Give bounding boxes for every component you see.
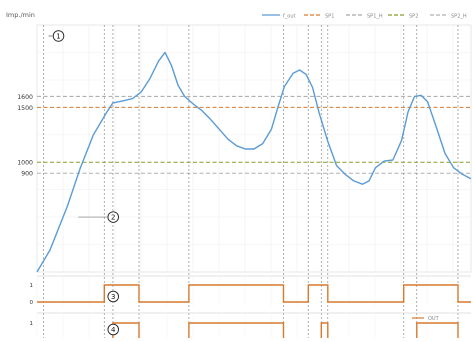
digital-series-line xyxy=(37,322,471,341)
y-tick-label: 1000 xyxy=(17,160,33,167)
callout-marker xyxy=(52,30,65,42)
callout-label: 3 xyxy=(111,293,115,301)
callout-marker xyxy=(107,323,119,336)
legend-label-1: SP1 xyxy=(325,14,334,20)
callout-label: 2 xyxy=(111,214,115,222)
digital-y-tick-label: 0 xyxy=(30,300,34,306)
digital-series-line xyxy=(37,284,471,303)
y-tick-label: 1600 xyxy=(17,94,33,101)
y-tick-label: 1500 xyxy=(17,105,33,112)
legend-label-3: SP2 xyxy=(409,14,418,20)
digital-y-tick-label: 1 xyxy=(30,321,34,327)
y-axis-label: Imp./min xyxy=(6,11,35,19)
callout-marker xyxy=(107,211,119,223)
main-plot: 900 1000 1500 1600 1 2 xyxy=(17,24,472,338)
digital-legend-label: OUT xyxy=(428,316,440,322)
series-line-f-out xyxy=(36,51,472,273)
legend: f_out SP1 SP1_H SP2 SP2_H xyxy=(262,14,467,20)
legend-label-0: f_out xyxy=(283,14,295,20)
callout-marker xyxy=(107,290,119,303)
digital-plot-2: 01OUT4 xyxy=(30,312,471,342)
digital-y-tick-label: 1 xyxy=(30,283,34,289)
digital-plot-1: 0 1 3 xyxy=(30,275,471,306)
legend-label-2: SP1_H xyxy=(367,14,383,20)
callout-label: 4 xyxy=(111,326,116,334)
legend-label-4: SP2_H xyxy=(451,14,467,20)
callout-label: 1 xyxy=(56,33,60,41)
y-tick-label: 900 xyxy=(21,171,33,178)
